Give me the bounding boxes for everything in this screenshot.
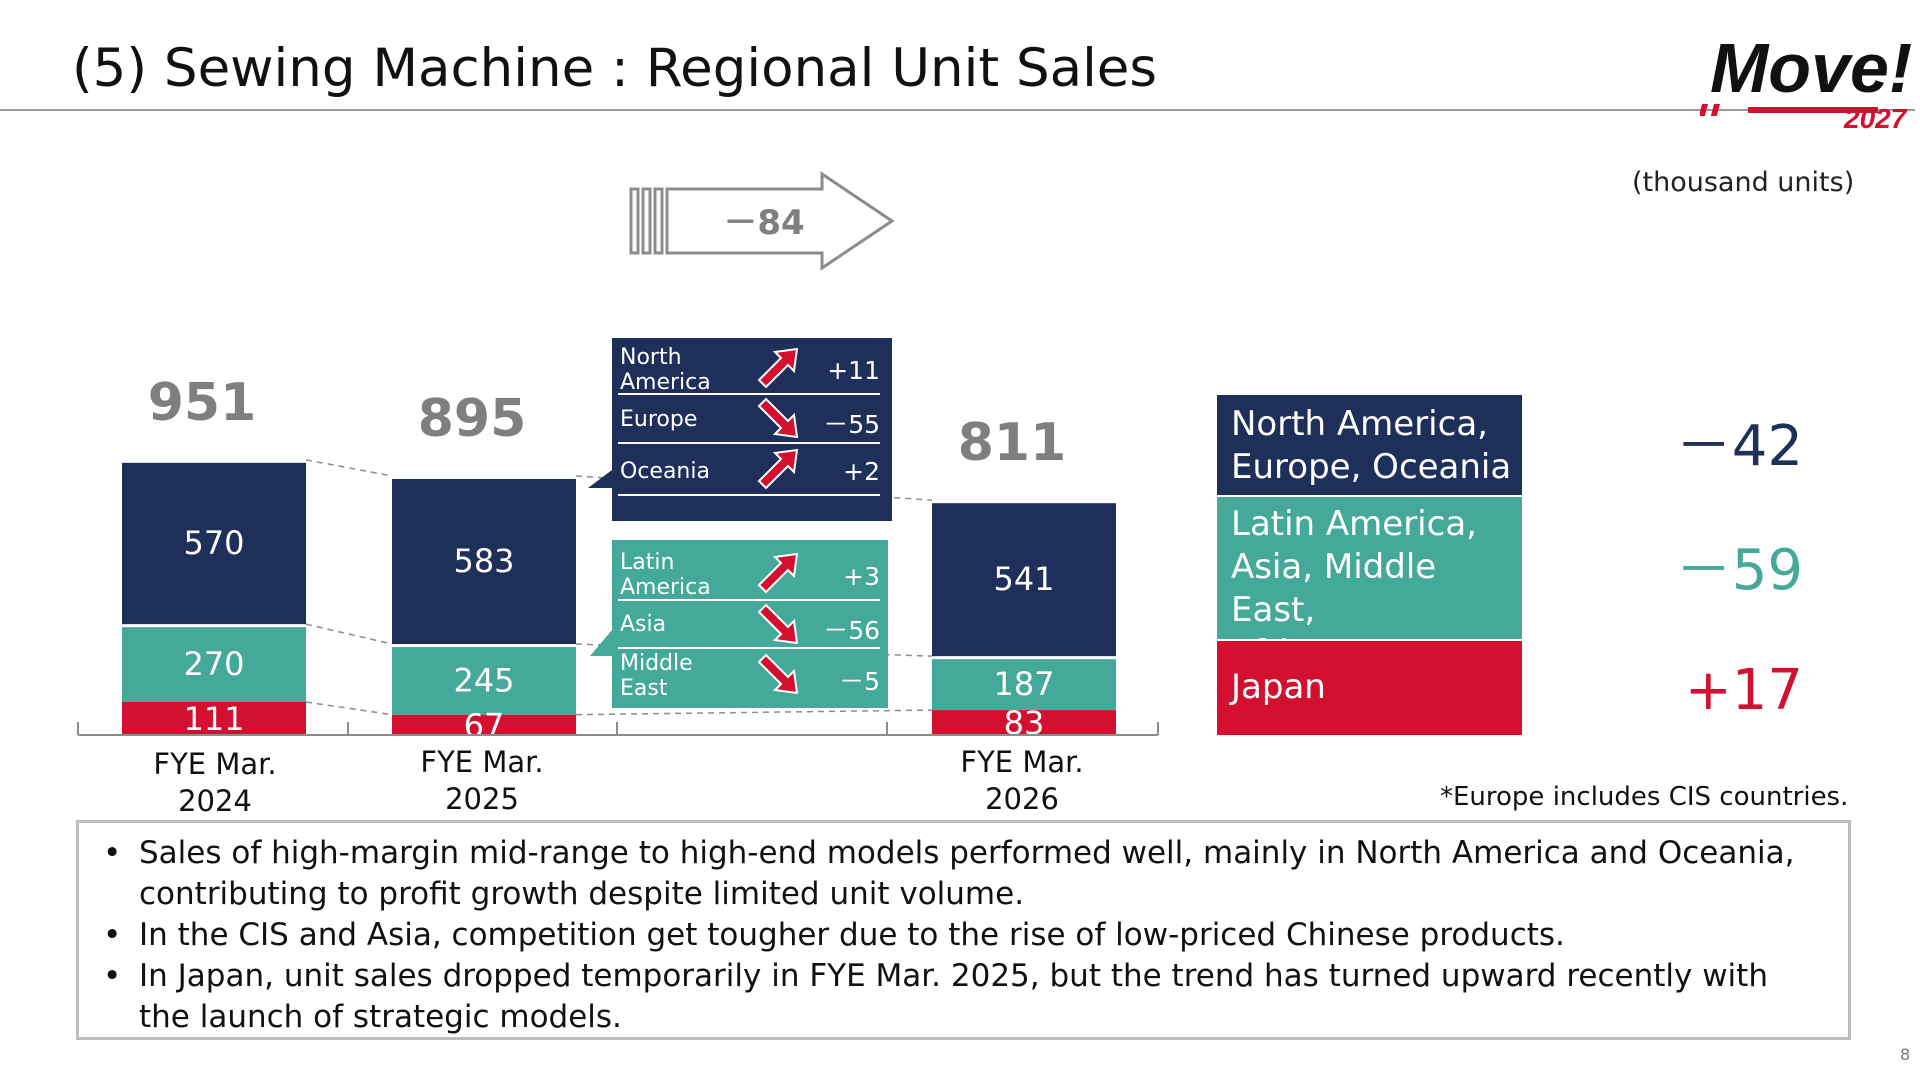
page-number: 8 xyxy=(1900,1045,1911,1064)
summary-change-japan: +17 xyxy=(1684,658,1803,723)
unit-label: (thousand units) xyxy=(1632,167,1855,198)
up-arrow-icon xyxy=(757,347,799,389)
up-arrow-icon xyxy=(757,448,799,490)
note-item: In Japan, unit sales dropped temporarily… xyxy=(93,956,1823,1038)
logo-year-text: 2027 xyxy=(1843,103,1908,130)
bar-segment xyxy=(392,714,576,734)
x-label-fye-2025: FYE Mar. 2025 xyxy=(420,745,544,816)
callout-row-asia: Asia －56 xyxy=(618,601,880,649)
bar-segment xyxy=(932,503,1116,657)
callout-row-north-america: North America +11 xyxy=(618,345,880,395)
bars xyxy=(122,462,1116,734)
connector-line xyxy=(305,459,393,477)
segment-value-label: 583 xyxy=(453,542,514,580)
region-change: －5 xyxy=(839,667,880,696)
connector-line xyxy=(305,623,393,645)
right-arrow-icon xyxy=(665,171,895,271)
bar-segment xyxy=(122,627,306,702)
logo-main-text: Move! xyxy=(1710,29,1912,107)
down-arrow-icon xyxy=(757,603,799,645)
region-change: +11 xyxy=(827,356,880,385)
title-divider xyxy=(0,109,1915,111)
note-item: Sales of high-margin mid-range to high-e… xyxy=(93,833,1823,915)
notes-list: Sales of high-margin mid-range to high-e… xyxy=(93,833,1823,1038)
connector-line xyxy=(305,701,393,716)
total-value-label: 895 xyxy=(418,389,527,449)
segment-value-label: 111 xyxy=(183,700,244,738)
move-2027-logo: Move! 2027 xyxy=(1700,29,1912,130)
down-arrow-icon xyxy=(757,397,799,439)
segment-value-label: 245 xyxy=(453,661,514,699)
segment-value-label: 541 xyxy=(993,560,1054,598)
up-arrow-icon xyxy=(757,552,799,594)
change-arrow-label: －84 xyxy=(723,203,804,243)
callout-latin-america-asia-middle-east: Latin America +3 Asia －56 Middle East －5 xyxy=(612,540,888,708)
callout-row-middle-east: Middle East －5 xyxy=(618,649,880,701)
region-name: Asia xyxy=(620,612,667,637)
notes-box: Sales of high-margin mid-range to high-e… xyxy=(76,820,1851,1040)
total-labels: 951 895 811 xyxy=(148,373,1067,473)
bar-segment xyxy=(122,701,306,734)
region-name: Middle East xyxy=(620,651,693,701)
callout-bottom-pointer xyxy=(590,630,612,656)
callout-north-america-europe-oceania: North America +11 Europe －55 Oceania +2 xyxy=(612,338,892,521)
footnote: *Europe includes CIS countries. xyxy=(1440,782,1849,812)
summary-label-latam-asia-me-africa: Latin America,Asia, Middle East,Africa xyxy=(1217,497,1522,673)
note-item: In the CIS and Asia, competition get tou… xyxy=(93,915,1823,956)
x-label-fye-2024: FYE Mar. 2024 xyxy=(153,747,277,818)
summary-label-na-eu-oceania: North America, Europe, Oceania xyxy=(1217,395,1522,495)
callout-top-pointer xyxy=(588,470,612,488)
callout-row-oceania: Oceania +2 xyxy=(618,444,880,496)
bar-segment xyxy=(932,710,1116,734)
total-value-label: 811 xyxy=(958,413,1067,473)
segment-value-label: 187 xyxy=(993,665,1054,703)
region-name: Latin America xyxy=(620,550,711,600)
total-value-label: 951 xyxy=(148,373,257,433)
bar-segment xyxy=(392,478,576,645)
region-name: Europe xyxy=(620,407,698,432)
region-change: +3 xyxy=(843,562,880,591)
bar-segment xyxy=(932,659,1116,711)
segment-value-label: 83 xyxy=(1004,704,1045,742)
down-arrow-icon xyxy=(757,653,799,695)
change-arrow: －84 xyxy=(629,171,895,271)
callout-row-europe: Europe －55 xyxy=(618,395,880,444)
segment-value-label: 270 xyxy=(183,645,244,683)
callout-row-latin-america: Latin America +3 xyxy=(618,550,880,601)
category-axis xyxy=(77,722,1159,736)
region-change: －56 xyxy=(823,616,880,645)
summary-change-latam-asia-me-africa: －59 xyxy=(1675,538,1803,603)
region-change: +2 xyxy=(843,457,880,486)
summary-change-na-eu-oceania: －42 xyxy=(1675,414,1803,479)
segment-value-label: 570 xyxy=(183,524,244,562)
x-label-fye-2026: FYE Mar. 2026 xyxy=(960,745,1084,816)
segment-value-label: 67 xyxy=(464,706,505,744)
region-name: Oceania xyxy=(620,459,710,484)
region-change: －55 xyxy=(823,410,880,439)
page-title: (5) Sewing Machine : Regional Unit Sales xyxy=(72,38,1158,99)
summary-label-japan: Japan xyxy=(1217,641,1522,735)
connector-line xyxy=(575,709,933,716)
bar-segment xyxy=(392,647,576,715)
region-name: North America xyxy=(620,345,711,395)
bar-segment xyxy=(122,462,306,625)
